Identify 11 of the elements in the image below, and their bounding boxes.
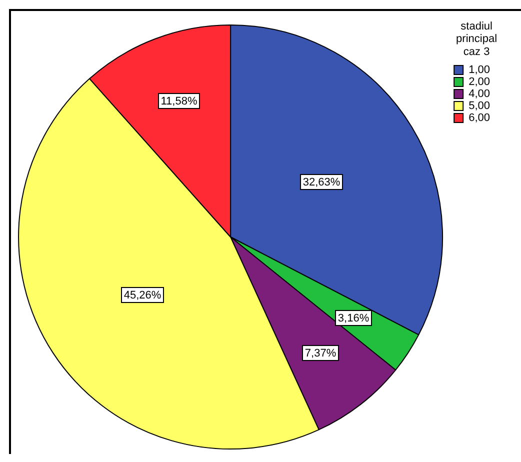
legend-label: 5,00 bbox=[468, 100, 490, 112]
data-label: 45,26% bbox=[124, 290, 162, 302]
legend-title: stadiul principal caz 3 bbox=[456, 20, 498, 58]
data-label: 3,16% bbox=[338, 312, 370, 325]
legend-label: 4,00 bbox=[468, 88, 490, 100]
legend-label: 1,00 bbox=[468, 64, 490, 76]
data-label: 32,63% bbox=[302, 176, 340, 189]
data-label: 11,58% bbox=[160, 96, 198, 108]
data-label: 7,37% bbox=[304, 348, 336, 360]
legend-label: 2,00 bbox=[468, 76, 490, 88]
legend-label: 6,00 bbox=[468, 112, 490, 124]
